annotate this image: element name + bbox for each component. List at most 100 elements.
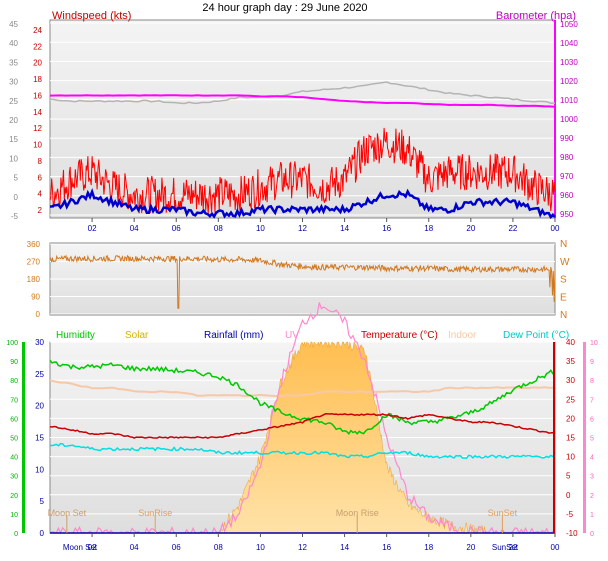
x-tick-label: 02: [88, 224, 97, 233]
outer-left-tick-label: 0: [14, 193, 19, 202]
compass-label: N: [560, 310, 567, 321]
barometer-tick-label: 1010: [560, 96, 578, 105]
humidity-tick-label: 90: [10, 359, 18, 366]
humidity-tick-label: 100: [6, 340, 18, 347]
legend-item: UV: [285, 330, 299, 341]
compass-label: S: [560, 275, 567, 286]
humidity-tick-label: 20: [10, 493, 18, 500]
barometer-tick-label: 960: [560, 191, 574, 200]
temperature-line: [49, 413, 556, 440]
legend-item: Rainfall (mm): [204, 330, 263, 341]
x-tick-label: 22: [508, 543, 517, 552]
direction-tick-label: 180: [27, 275, 41, 284]
x-tick-label: 14: [340, 543, 349, 552]
bottom-marker-label: SunSet: [492, 543, 519, 552]
x-tick-label: 12: [298, 224, 307, 233]
temperature-tick-label: 0: [566, 491, 571, 500]
windspeed-tick-label: 14: [33, 108, 42, 117]
outer-left-tick-label: 5: [14, 174, 19, 183]
windspeed-tick-label: 8: [38, 157, 43, 166]
direction-tick-label: 0: [36, 310, 41, 319]
humidity-tick-label: 50: [10, 436, 18, 443]
x-tick-label: 18: [424, 224, 433, 233]
uv-tick-label: 8: [590, 378, 594, 385]
outer-left-tick-label: 20: [9, 116, 18, 125]
barometer-trace-line: [49, 81, 556, 105]
x-tick-label: 06: [172, 543, 181, 552]
barometer-tick-label: 1040: [560, 39, 578, 48]
temperature-tick-label: 15: [566, 434, 575, 443]
barometer-tick-label: 1030: [560, 58, 578, 67]
x-tick-label: 20: [466, 224, 475, 233]
direction-tick-label: 360: [27, 240, 41, 249]
x-tick-label: 08: [214, 543, 223, 552]
wind-baro-x-axis: 02 04 06 08 10 12 14 16 18 20 22 00: [88, 218, 560, 233]
barometer-tick-label: 1000: [560, 115, 578, 124]
uv-tick-label: 1: [590, 512, 594, 519]
legend-item: Solar: [125, 330, 149, 341]
windspeed-axis-title: Windspeed (kts): [52, 10, 131, 22]
rainfall-tick-label: 10: [35, 465, 44, 474]
sun-moon-events: Moon Set SunRise Moon Rise SunSet: [48, 508, 518, 533]
legend-item: Humidity: [56, 330, 95, 341]
windspeed-tick-label: 22: [33, 42, 42, 51]
outer-left-tick-label: 45: [9, 20, 18, 29]
windspeed-tick-label: 18: [33, 75, 42, 84]
event-label: Moon Rise: [336, 508, 379, 518]
uv-tick-label: 0: [590, 531, 594, 538]
humidity-tick-label: 0: [14, 531, 18, 538]
uv-tick-label: 10: [590, 340, 598, 347]
x-tick-label: 14: [340, 224, 349, 233]
uv-tick-label: 9: [590, 359, 594, 366]
temperature-tick-label: 35: [566, 357, 575, 366]
x-tick-label: 20: [466, 543, 475, 552]
windspeed-line: [49, 127, 556, 214]
x-tick-label: 10: [256, 224, 265, 233]
outer-left-tick-label: 30: [9, 78, 18, 87]
barometer-axis-title: Barometer (hpa): [496, 10, 576, 22]
windspeed-average-line: [49, 188, 556, 220]
temperature-tick-label: 30: [566, 376, 575, 385]
x-tick-label: 16: [382, 224, 391, 233]
windspeed-tick-label: 24: [33, 26, 42, 35]
x-tick-label: 08: [214, 224, 223, 233]
barometer-axis: 1050 1040 1030 1020 1010 1000 990 980 970 960 950: [554, 20, 578, 219]
multi-legend: Humidity Solar Rainfall (mm) UV Temperature …: [56, 330, 569, 341]
windspeed-tick-label: 16: [33, 91, 42, 100]
temperature-tick-label: 10: [566, 453, 575, 462]
event-label: SunSet: [488, 508, 518, 518]
outer-left-tick-label: 25: [9, 97, 18, 106]
rainfall-tick-label: 25: [35, 370, 44, 379]
temperature-tick-label: 40: [566, 338, 575, 347]
uv-axis-bar: [583, 342, 586, 533]
direction-tick-label: 270: [27, 258, 41, 267]
uv-tick-label: 3: [590, 474, 594, 481]
temperature-tick-label: -10: [566, 529, 578, 538]
wind-baro-series: [49, 81, 556, 220]
rainfall-tick-label: 5: [40, 497, 45, 506]
barometer-tick-label: 980: [560, 153, 574, 162]
temperature-tick-label: -5: [566, 510, 574, 519]
barometer-tick-label: 1050: [560, 20, 578, 29]
humidity-tick-label: 10: [10, 512, 18, 519]
windspeed-tick-label: 12: [33, 124, 42, 133]
outer-left-tick-label: 10: [9, 154, 18, 163]
temperature-tick-label: 20: [566, 414, 575, 423]
dew-point-line: [49, 442, 556, 459]
wind-baro-grid: [50, 22, 555, 216]
event-label: SunRise: [138, 508, 172, 518]
wind-direction-line: [49, 254, 556, 309]
uv-tick-label: 2: [590, 493, 594, 500]
barometer-tick-label: 1020: [560, 77, 578, 86]
humidity-axis-bar: [22, 342, 25, 533]
x-tick-label: 22: [508, 224, 517, 233]
uv-tick-label: 6: [590, 416, 594, 423]
legend-item: Dew Point (°C): [503, 330, 569, 341]
barometer-tick-label: 990: [560, 134, 574, 143]
rainfall-tick-label: 15: [35, 434, 44, 443]
indoor-temperature-line: [49, 379, 556, 398]
windspeed-tick-label: 2: [38, 206, 43, 215]
windspeed-tick-label: 10: [33, 141, 42, 150]
